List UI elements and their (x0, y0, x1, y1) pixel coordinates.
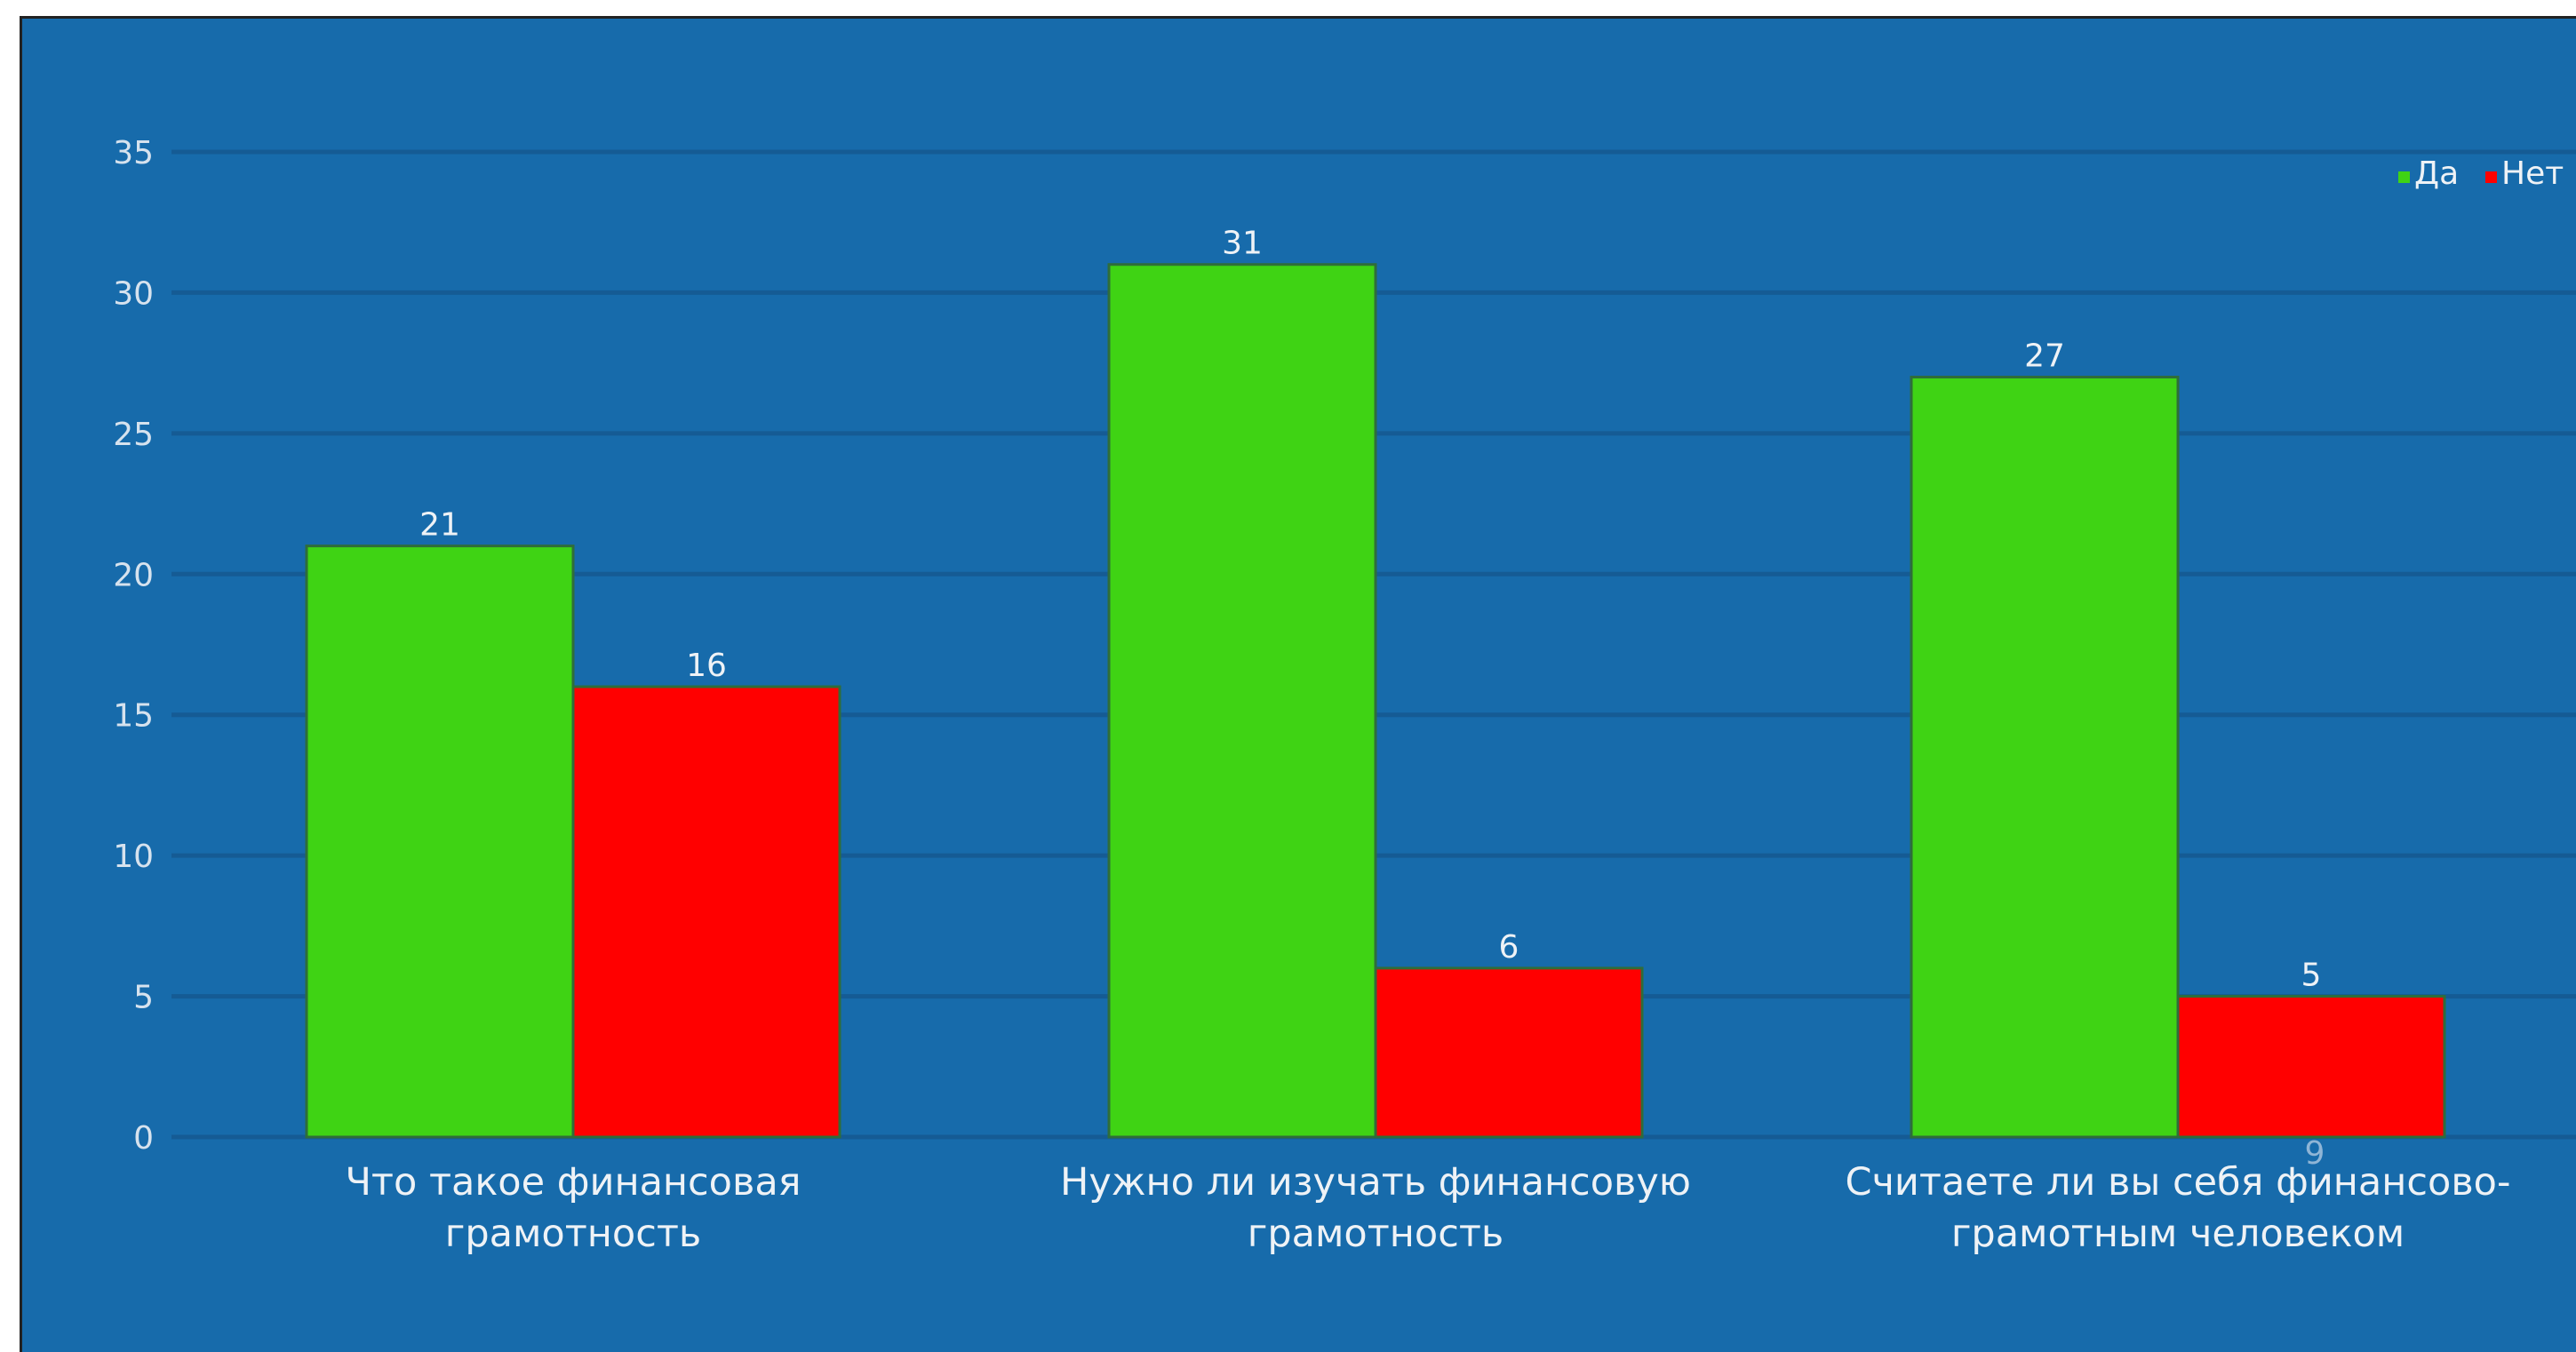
annotations: 9 (2305, 1135, 2325, 1172)
x-category-label: Считаете ли вы себя финансово- (1845, 1160, 2510, 1205)
data-label: 21 (419, 507, 460, 544)
annotation-label: 9 (2305, 1135, 2325, 1172)
y-tick-label: 5 (133, 980, 154, 1016)
x-category-label: грамотность (1248, 1212, 1504, 1256)
bar-net (2176, 995, 2446, 1139)
x-category-label: Что такое финансовая (345, 1160, 801, 1205)
bar-chart: 0 5 10 15 20 25 30 35 21 16 31 6 27 5 Что такое фина… (113, 135, 2576, 1256)
y-axis: 0 5 10 15 20 25 30 35 (113, 135, 154, 1157)
legend: Да Нет (2398, 155, 2564, 192)
y-tick-label: 15 (113, 698, 154, 735)
x-category-label: Нужно ли изучать финансовую (1060, 1160, 1691, 1205)
legend-swatch (2485, 171, 2497, 183)
y-tick-label: 30 (113, 275, 154, 312)
bars (305, 263, 2446, 1139)
legend-label: Да (2414, 155, 2459, 192)
y-tick-label: 10 (113, 839, 154, 875)
y-tick-label: 20 (113, 557, 154, 593)
x-category-label: грамотным человеком (1951, 1212, 2405, 1256)
y-tick-label: 25 (113, 417, 154, 453)
bar-da (1107, 263, 1377, 1139)
bar-da (1910, 375, 2180, 1139)
data-label: 31 (1222, 226, 1263, 262)
y-tick-label: 35 (113, 135, 154, 171)
data-label: 5 (2301, 958, 2322, 994)
y-tick-label: 0 (133, 1120, 154, 1157)
data-labels: 21 16 31 6 27 5 (419, 226, 2321, 994)
bar-net (571, 685, 841, 1139)
data-label: 27 (2024, 338, 2065, 374)
x-axis: Что такое финансовая грамотность Нужно ли … (345, 1160, 2510, 1256)
legend-label: Нет (2501, 155, 2564, 192)
chart-frame: 0 5 10 15 20 25 30 35 21 16 31 6 27 5 Что такое фина… (20, 16, 2576, 1352)
x-category-label: грамотность (445, 1212, 702, 1256)
data-label: 6 (1499, 929, 1519, 966)
bar-da (305, 545, 575, 1139)
data-label: 16 (686, 648, 727, 684)
bar-net (1374, 966, 1644, 1139)
legend-swatch (2398, 171, 2410, 183)
